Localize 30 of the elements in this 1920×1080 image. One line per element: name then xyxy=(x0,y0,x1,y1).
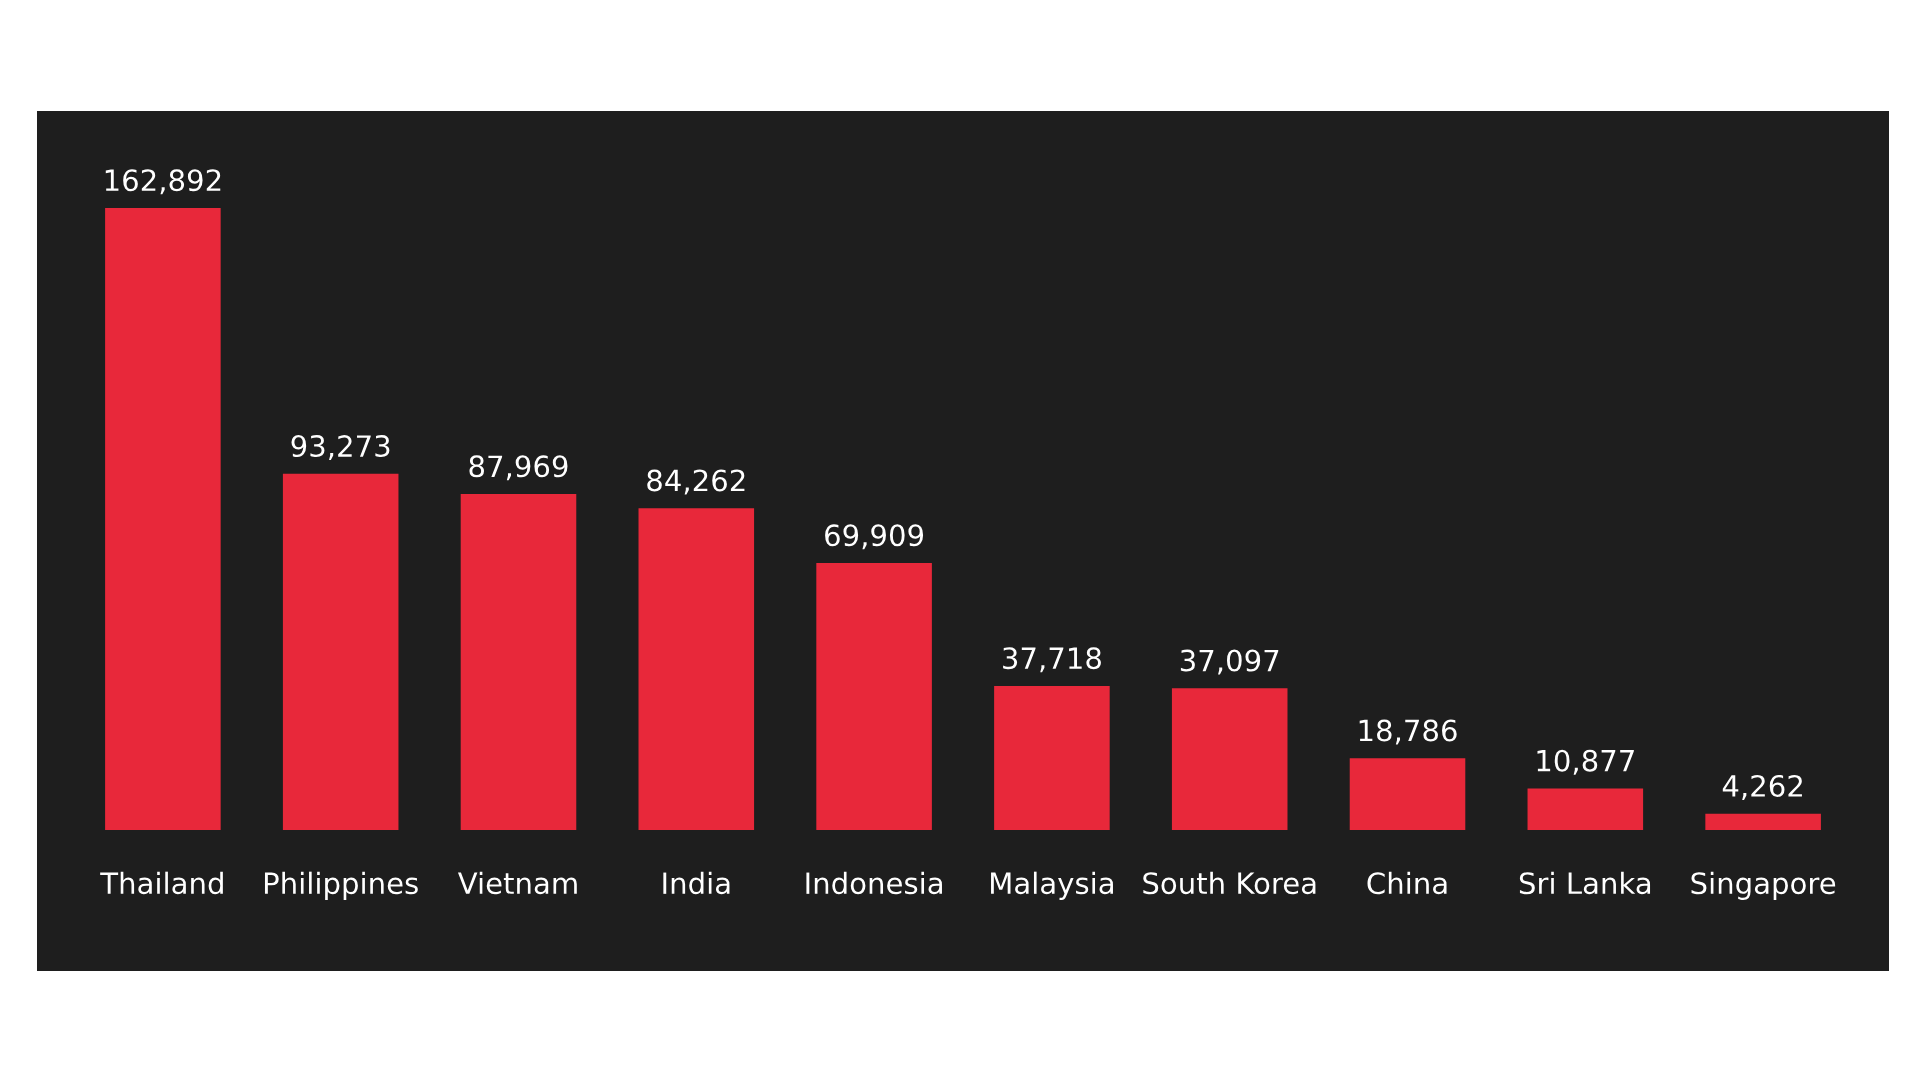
bar xyxy=(816,563,932,830)
data-label: 10,877 xyxy=(1537,749,1634,775)
data-label: 37,097 xyxy=(1180,649,1279,675)
bar xyxy=(105,208,221,830)
data-label: 84,262 xyxy=(647,469,745,495)
bar xyxy=(282,473,399,830)
bar xyxy=(994,685,1110,830)
data-label: 4,262 xyxy=(1722,774,1802,800)
x-tick-label: Vietnam xyxy=(457,871,577,895)
x-tick-label: Philippines xyxy=(264,871,418,900)
bar xyxy=(460,494,577,830)
x-tick-label: India xyxy=(663,871,730,895)
x-tick-label: Indonesia xyxy=(806,871,942,895)
bar xyxy=(1527,788,1644,830)
data-label: 69,909 xyxy=(825,524,924,550)
x-tick-label: South Korea xyxy=(1143,871,1316,895)
x-tick-label: Singapore xyxy=(1691,871,1836,900)
data-label: 162,892 xyxy=(105,169,221,195)
bar xyxy=(1349,758,1466,830)
x-tick-label: Sri Lanka xyxy=(1519,871,1651,895)
data-label: 93,273 xyxy=(291,435,390,461)
x-tick-label: China xyxy=(1367,871,1447,895)
data-label: 37,718 xyxy=(1003,647,1101,673)
bar xyxy=(1705,813,1821,830)
bar xyxy=(1171,688,1288,830)
x-tick-label: Malaysia xyxy=(991,871,1113,900)
x-tick-label: Thailand xyxy=(100,871,223,895)
data-label: 87,969 xyxy=(469,455,568,481)
bar xyxy=(638,508,755,830)
data-label: 18,786 xyxy=(1359,719,1457,745)
